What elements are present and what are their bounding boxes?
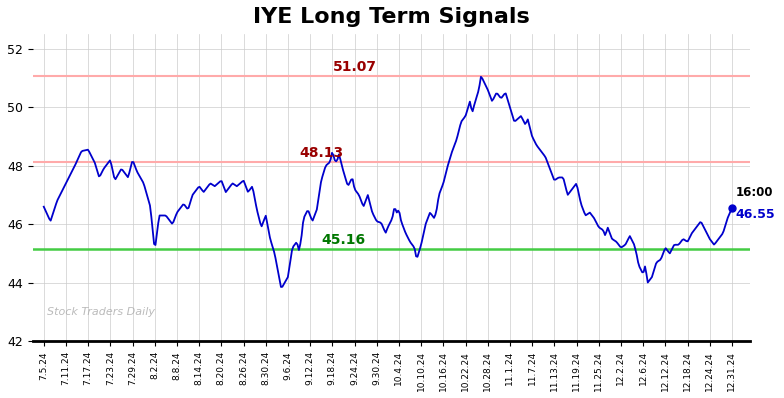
Text: 46.55: 46.55 bbox=[735, 208, 775, 221]
Text: 16:00: 16:00 bbox=[735, 186, 773, 199]
Title: IYE Long Term Signals: IYE Long Term Signals bbox=[252, 7, 529, 27]
Text: 51.07: 51.07 bbox=[332, 60, 376, 74]
Text: 48.13: 48.13 bbox=[299, 146, 343, 160]
Text: 45.16: 45.16 bbox=[321, 233, 365, 247]
Text: Stock Traders Daily: Stock Traders Daily bbox=[47, 307, 155, 317]
